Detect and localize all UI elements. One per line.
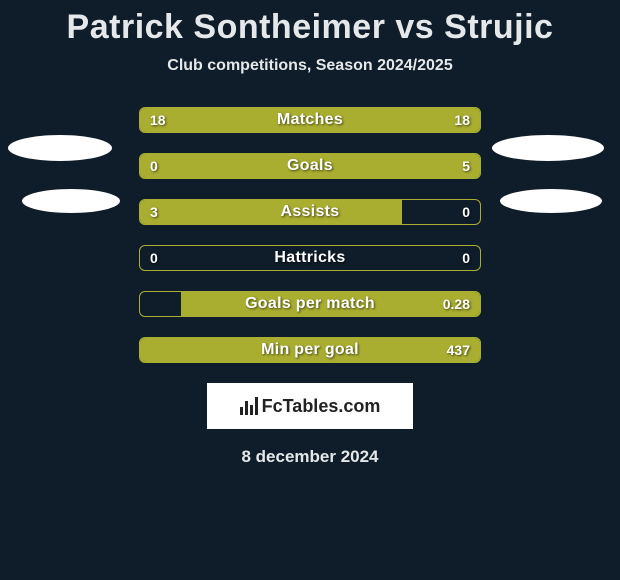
player-left-ellipse-2 xyxy=(22,189,120,213)
value-right: 5 xyxy=(462,154,470,178)
stat-row-hattricks: 0 Hattricks 0 xyxy=(139,245,481,271)
stat-label: Goals xyxy=(140,154,480,178)
stat-label: Matches xyxy=(140,108,480,132)
value-right: 18 xyxy=(454,108,470,132)
player-right-ellipse-2 xyxy=(500,189,602,213)
stat-label: Hattricks xyxy=(140,246,480,270)
stat-row-goals-per-match: Goals per match 0.28 xyxy=(139,291,481,317)
brand-text: FcTables.com xyxy=(262,396,381,417)
stat-label: Min per goal xyxy=(140,338,480,362)
stat-label: Assists xyxy=(140,200,480,224)
date-label: 8 december 2024 xyxy=(0,447,620,467)
stat-row-assists: 3 Assists 0 xyxy=(139,199,481,225)
comparison-chart: 18 Matches 18 0 Goals 5 3 Assists 0 0 Ha… xyxy=(0,107,620,467)
value-right: 0.28 xyxy=(443,292,470,316)
player-left-ellipse-1 xyxy=(8,135,112,161)
stat-row-min-per-goal: Min per goal 437 xyxy=(139,337,481,363)
value-right: 0 xyxy=(462,246,470,270)
bar-chart-icon xyxy=(240,397,258,415)
stat-label: Goals per match xyxy=(140,292,480,316)
value-right: 437 xyxy=(447,338,470,362)
value-right: 0 xyxy=(462,200,470,224)
page-title: Patrick Sontheimer vs Strujic xyxy=(0,0,620,47)
stat-row-goals: 0 Goals 5 xyxy=(139,153,481,179)
brand-badge: FcTables.com xyxy=(207,383,413,429)
subtitle: Club competitions, Season 2024/2025 xyxy=(0,57,620,75)
player-right-ellipse-1 xyxy=(492,135,604,161)
stat-row-matches: 18 Matches 18 xyxy=(139,107,481,133)
